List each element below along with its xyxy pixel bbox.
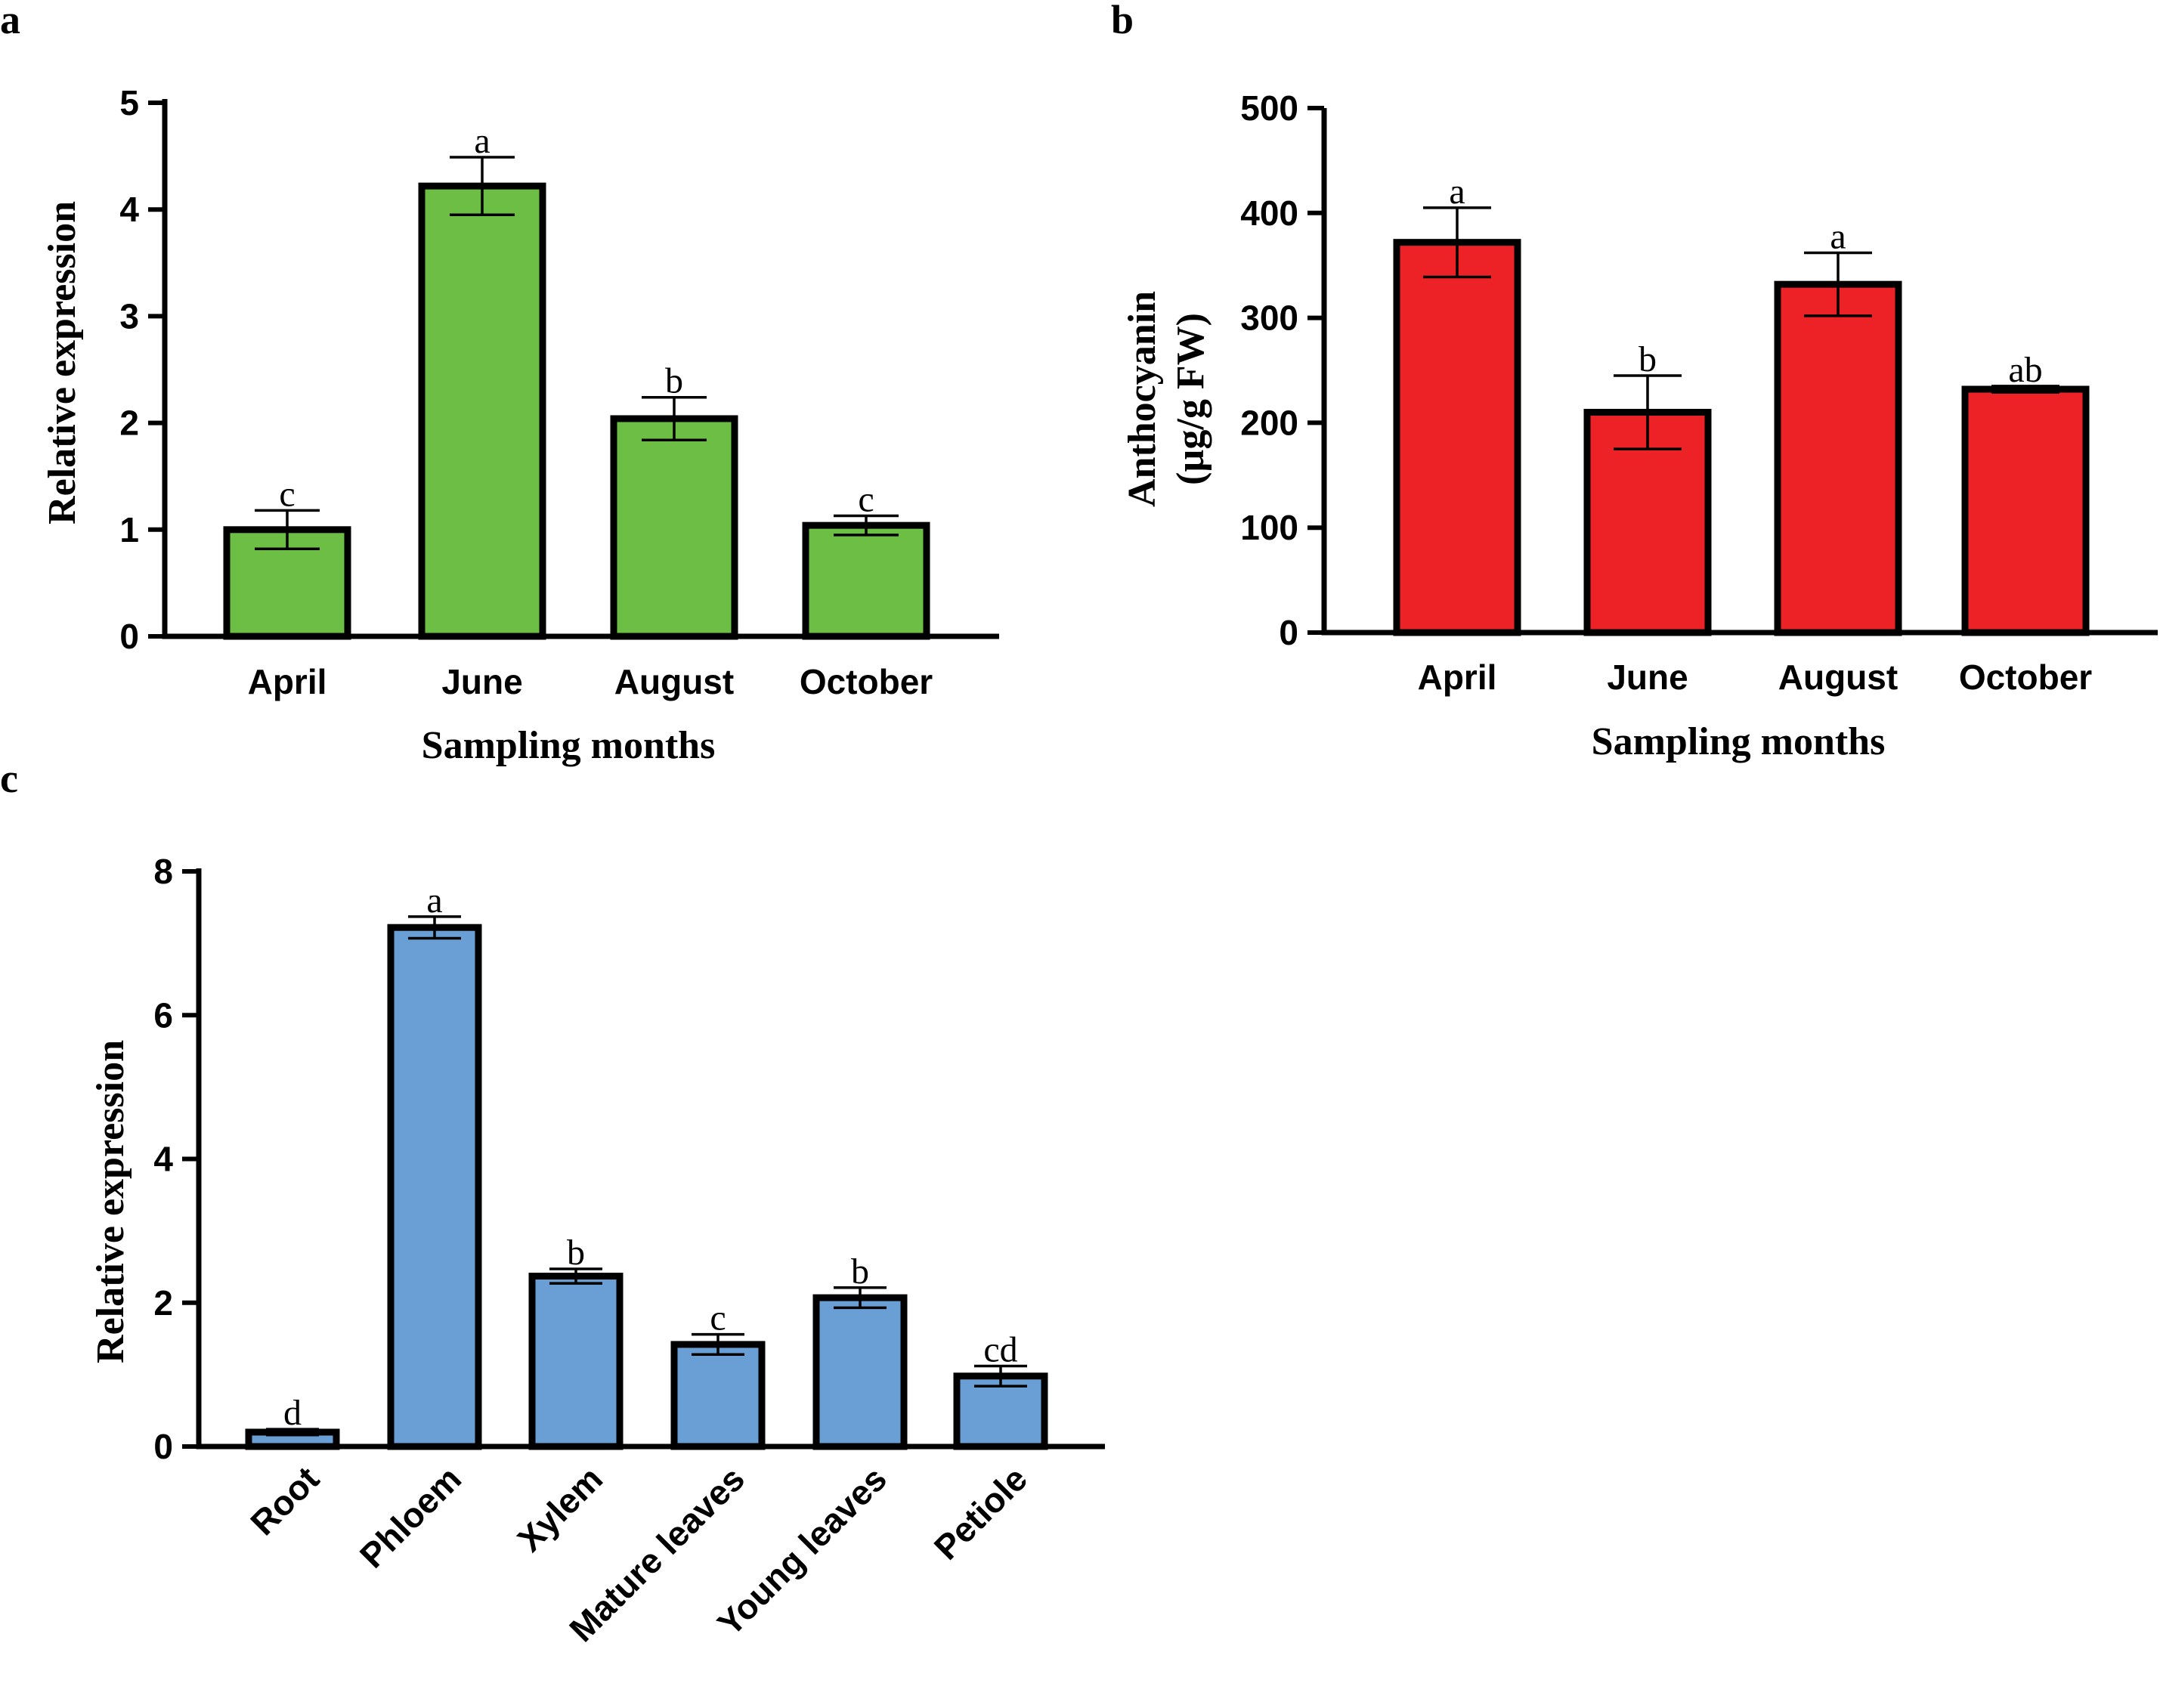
panel-c-bars: d a b c b cd: [245, 880, 1048, 1450]
bar-august: [1774, 280, 1902, 636]
x-category-label: October: [800, 662, 933, 701]
y-tick-label: 6: [153, 995, 173, 1035]
panel-b-axes: [1321, 108, 2158, 636]
y-tick-label: 2: [119, 404, 139, 443]
y-tick-label: 0: [1279, 613, 1298, 652]
panel-b-letter: b: [1111, 0, 1134, 42]
y-tick-label: 300: [1240, 299, 1298, 338]
significance-letter: c: [279, 474, 295, 514]
panel-a-x-axis-categories: April June August October: [248, 662, 933, 701]
y-tick-label: 4: [153, 1140, 173, 1179]
significance-letter: a: [1830, 217, 1846, 257]
significance-letter: b: [1639, 339, 1657, 379]
panel-a-y-axis-title: Relative expression: [41, 201, 84, 524]
y-tick-label: 100: [1240, 508, 1298, 547]
panel-a-bars: c a b c: [223, 121, 930, 640]
panel-c-y-axis-title: Relative expression: [89, 1040, 132, 1363]
x-category-label: April: [1418, 658, 1497, 697]
bar-june: [418, 182, 546, 640]
y-tick-label: 4: [119, 190, 139, 229]
panel-a-x-axis-title: Sampling months: [422, 724, 716, 767]
bar-mature-leaves: [670, 1341, 766, 1450]
panel-a-letter: a: [0, 0, 20, 42]
y-tick-label: 1: [119, 510, 139, 549]
panel-c-axes: [196, 868, 1105, 1450]
panel-b-x-axis-categories: April June August October: [1418, 658, 2093, 697]
y-tick-label: 3: [119, 296, 139, 336]
x-category-label: Root: [243, 1459, 326, 1542]
x-category-label: April: [248, 662, 327, 701]
significance-letter: a: [474, 121, 490, 161]
y-tick-label: 500: [1240, 88, 1298, 128]
x-category-label: October: [1959, 658, 2092, 697]
x-category-label: August: [614, 662, 734, 701]
panel-a-y-axis-ticks: 0 1 2 3 4 5: [119, 83, 165, 656]
significance-letter: b: [665, 361, 683, 401]
bar-phloem: [387, 924, 482, 1450]
significance-letter: c: [858, 479, 874, 519]
panel-a-chart: a c a b c 0 1 2 3 4 5 April June August October Rel…: [0, 0, 999, 767]
y-tick-label: 8: [153, 852, 173, 891]
bar-april: [1393, 239, 1521, 636]
y-tick-label: 400: [1240, 193, 1298, 233]
x-category-label: June: [441, 662, 522, 701]
panel-c-y-axis-ticks: 0 2 4 6 8: [153, 852, 199, 1466]
significance-letter: a: [1449, 172, 1465, 212]
significance-letter: ab: [2008, 350, 2042, 390]
significance-letter: c: [710, 1298, 726, 1338]
x-category-label: Phloem: [352, 1459, 469, 1575]
significance-letter: cd: [983, 1329, 1017, 1369]
significance-letter: b: [851, 1252, 869, 1292]
x-category-label: Petiole: [927, 1459, 1035, 1567]
bar-xylem: [528, 1273, 624, 1450]
y-tick-label: 0: [119, 617, 139, 656]
y-tick-label: 5: [119, 83, 139, 122]
panel-b-y-axis-title-line-2: (µg/g FW): [1169, 313, 1212, 485]
bar-october: [802, 521, 930, 640]
panel-b-x-axis-title: Sampling months: [1592, 720, 1886, 763]
x-category-label: June: [1607, 658, 1688, 697]
significance-letter: d: [283, 1393, 302, 1433]
panel-b-y-axis-title-line-1: Anthocyanin: [1121, 291, 1164, 507]
panel-c-letter: c: [0, 756, 18, 801]
y-tick-label: 0: [153, 1427, 173, 1466]
significance-letter: b: [567, 1233, 585, 1273]
bar-october: [1961, 385, 2090, 636]
panel-b-y-axis-ticks: 0 100 200 300 400 500: [1240, 88, 1324, 652]
y-tick-label: 2: [153, 1283, 173, 1323]
y-tick-label: 200: [1240, 403, 1298, 442]
x-category-label: August: [1778, 658, 1898, 697]
x-category-label: Xylem: [509, 1459, 610, 1559]
bar-august: [610, 415, 738, 640]
panel-a-axes: [162, 99, 999, 639]
significance-letter: a: [426, 880, 442, 921]
bar-young-leaves: [812, 1294, 908, 1450]
